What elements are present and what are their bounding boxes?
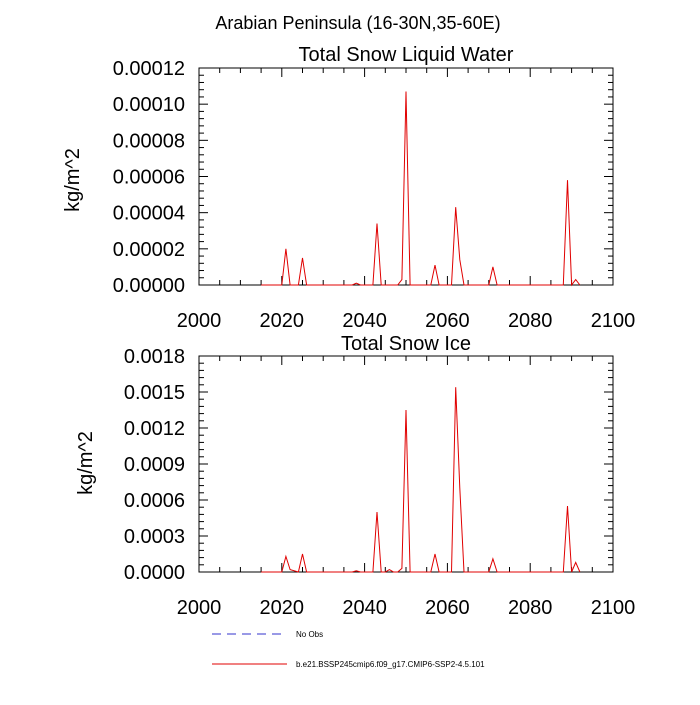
panel-title: Total Snow Liquid Water [299,44,514,66]
y-tick-label: 0.0003 [124,526,185,548]
x-tick-label: 2000 [177,310,222,332]
x-tick-label: 2060 [425,597,470,619]
y-tick-label: 0.0009 [124,454,185,476]
x-tick-label: 2040 [342,310,387,332]
y-tick-label: 0.0015 [124,382,185,404]
x-tick-label: 2080 [508,310,553,332]
legend: No Obs b.e21.BSSP245cmip6.f09_g17.CMIP6-… [212,630,485,669]
series-line [261,91,581,287]
snow-ice-panel: Total Snow Ice kg/m^2 0.0000 0.0003 0.0006… [75,333,635,619]
figure-title: Arabian Peninsula (16-30N,35-60E) [215,13,500,33]
y-axis-label: kg/m^2 [62,148,84,212]
x-tick-label: 2060 [425,310,470,332]
y-tick-label: 0.0018 [124,346,185,368]
y-axis-label: kg/m^2 [75,431,97,495]
y-tick-label: 0.00008 [113,130,185,152]
y-tick-label: 0.00010 [113,94,185,116]
y-tick-label: 0.00002 [113,239,185,261]
x-tick-label: 2080 [508,597,553,619]
y-tick-label: 0.0012 [124,418,185,440]
legend-label-no-obs: No Obs [296,630,323,639]
x-tick-label: 2020 [260,310,305,332]
x-tick-label: 2020 [260,597,305,619]
snow-liquid-water-panel: Total Snow Liquid Water kg/m^2 0.00000 0.… [62,44,635,332]
y-tick-label: 0.0006 [124,490,185,512]
y-tick-label: 0.00004 [113,203,185,225]
series-line [261,387,581,573]
plot-frame [198,355,614,573]
x-tick-label: 2000 [177,597,222,619]
x-tick-label: 2100 [591,310,636,332]
y-tick-label: 0.00012 [113,58,185,80]
x-tick-label: 2100 [591,597,636,619]
y-tick-label: 0.0000 [124,562,185,584]
y-tick-label: 0.00000 [113,275,185,297]
x-tick-label: 2040 [342,597,387,619]
y-tick-label: 0.00006 [113,167,185,189]
legend-label-model: b.e21.BSSP245cmip6.f09_g17.CMIP6-SSP2-4.… [296,660,485,669]
panel-title: Total Snow Ice [341,333,471,355]
